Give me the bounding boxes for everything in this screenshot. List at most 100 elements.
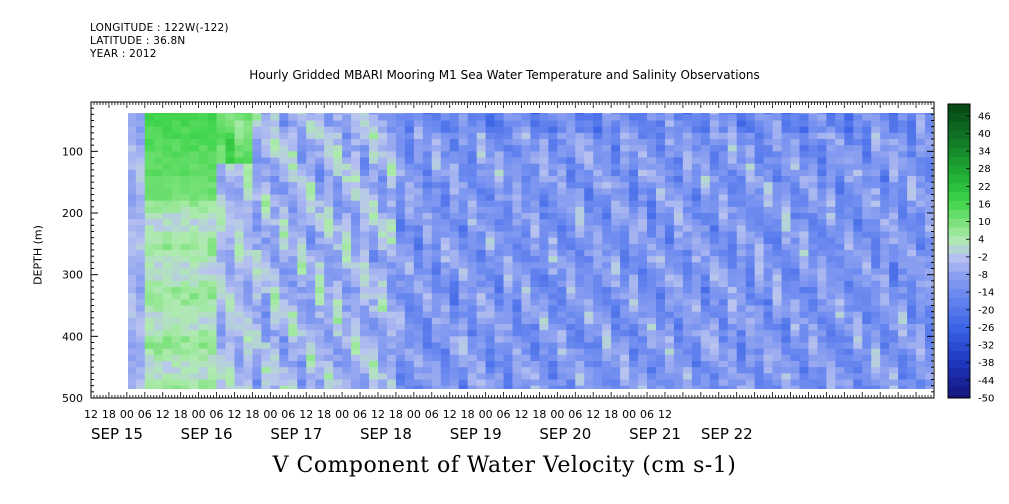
velocity-cell [512, 231, 523, 239]
velocity-cell [799, 336, 810, 344]
velocity-cell [485, 126, 496, 134]
velocity-cell [566, 280, 576, 288]
velocity-cell [898, 287, 908, 294]
velocity-cell [395, 299, 406, 307]
velocity-cell [826, 194, 836, 202]
velocity-cell [270, 250, 280, 257]
velocity-cell [521, 206, 532, 214]
velocity-cell [790, 219, 801, 226]
velocity-cell [611, 120, 621, 128]
velocity-cell [718, 182, 729, 189]
velocity-cell [162, 385, 173, 389]
velocity-cell [862, 194, 872, 202]
velocity-cell [261, 132, 271, 140]
velocity-cell [907, 200, 917, 208]
velocity-cell [907, 274, 917, 282]
velocity-cell [395, 268, 406, 276]
velocity-cell [431, 169, 442, 177]
velocity-cell [907, 250, 917, 257]
velocity-cell [180, 231, 191, 239]
velocity-cell [575, 243, 585, 251]
velocity-cell [745, 188, 756, 196]
velocity-cell [243, 225, 254, 233]
velocity-cell [333, 231, 343, 239]
velocity-cell [153, 163, 164, 171]
velocity-cell [620, 361, 630, 368]
velocity-cell [198, 206, 209, 214]
velocity-cell [673, 151, 684, 159]
velocity-cell [539, 299, 549, 307]
velocity-cell [853, 132, 863, 140]
velocity-cell [853, 213, 863, 220]
velocity-cell [682, 188, 693, 196]
velocity-cell [288, 305, 298, 313]
velocity-cell [835, 188, 845, 196]
velocity-cell [315, 237, 325, 245]
velocity-cell [440, 274, 451, 282]
velocity-cell [243, 385, 254, 389]
velocity-cell [135, 182, 146, 189]
velocity-cell [279, 188, 289, 196]
velocity-cell [772, 311, 783, 319]
velocity-cell [261, 330, 271, 337]
velocity-cell [171, 250, 182, 257]
velocity-cell [234, 194, 245, 202]
velocity-cell [655, 139, 666, 146]
velocity-cell [727, 361, 738, 368]
velocity-cell [144, 342, 155, 350]
velocity-cell [386, 225, 397, 233]
velocity-cell [916, 336, 926, 344]
velocity-cell [530, 367, 541, 374]
velocity-cell [763, 348, 774, 356]
velocity-cell [216, 250, 227, 257]
velocity-cell [288, 145, 298, 152]
velocity-cell [844, 163, 854, 171]
velocity-cell [682, 157, 693, 165]
velocity-cell [216, 268, 227, 276]
velocity-cell [521, 194, 532, 202]
velocity-cell [871, 367, 881, 374]
velocity-cell [503, 182, 514, 189]
velocity-cell [629, 206, 639, 214]
velocity-cell [655, 231, 666, 239]
velocity-cell [736, 200, 747, 208]
velocity-cell [288, 237, 298, 245]
velocity-cell [216, 231, 227, 239]
velocity-cell [288, 200, 298, 208]
velocity-cell [288, 213, 298, 220]
velocity-cell [476, 311, 487, 319]
velocity-cell [826, 305, 836, 313]
velocity-cell [575, 274, 585, 282]
velocity-cell [754, 379, 765, 387]
velocity-cell [369, 219, 379, 226]
velocity-cell [395, 342, 406, 350]
velocity-cell [216, 330, 227, 337]
velocity-cell [718, 157, 729, 165]
velocity-cell [377, 280, 388, 288]
velocity-cell [270, 324, 280, 331]
velocity-cell [655, 113, 666, 115]
velocity-cell [682, 139, 693, 146]
velocity-cell [135, 379, 146, 387]
velocity-cell [727, 256, 738, 263]
velocity-cell [413, 317, 424, 325]
velocity-cell [584, 299, 594, 307]
velocity-cell [413, 287, 424, 294]
velocity-cell [476, 188, 487, 196]
velocity-cell [880, 250, 890, 257]
velocity-cell [324, 132, 334, 140]
velocity-cell [485, 379, 496, 387]
velocity-cell [673, 342, 684, 350]
velocity-cell [440, 126, 451, 134]
velocity-cell [548, 213, 558, 220]
velocity-cell [907, 120, 917, 128]
velocity-cell [530, 151, 541, 159]
velocity-cell [781, 299, 792, 307]
velocity-cell [252, 237, 262, 245]
velocity-cell [458, 342, 469, 350]
velocity-cell [386, 188, 397, 196]
velocity-cell [494, 157, 505, 165]
velocity-cell [907, 361, 917, 368]
velocity-cell [431, 287, 442, 294]
velocity-cell [521, 256, 532, 263]
